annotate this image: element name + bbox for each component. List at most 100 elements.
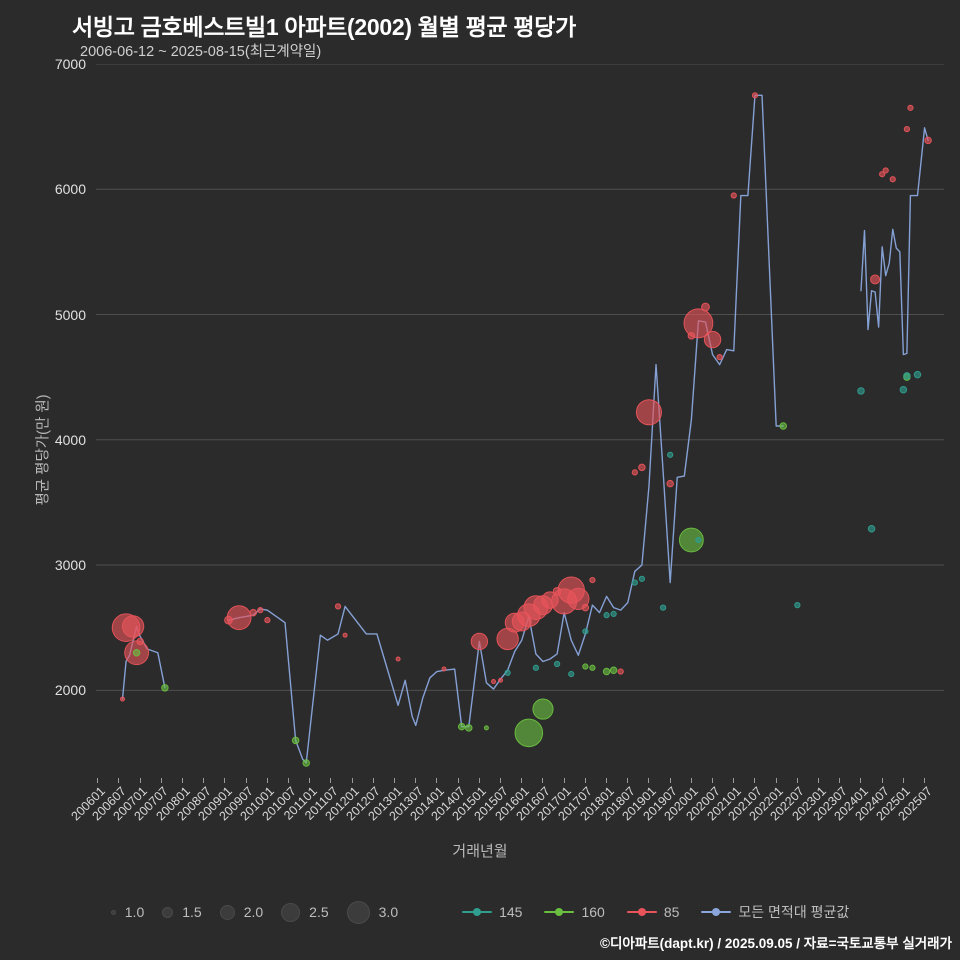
data-point bbox=[703, 330, 722, 349]
x-tick-mark bbox=[309, 778, 311, 783]
x-tick-mark bbox=[860, 778, 862, 783]
x-tick-mark bbox=[563, 778, 565, 783]
x-axis: 거래년월 200601 200607 200701 200707 200801 20080… bbox=[0, 778, 960, 888]
data-point bbox=[302, 759, 310, 767]
series-legend-item-145[interactable]: 145 bbox=[462, 904, 522, 920]
x-tick-mark bbox=[712, 778, 714, 783]
data-point bbox=[867, 524, 876, 533]
data-point bbox=[514, 718, 544, 748]
data-point bbox=[638, 463, 646, 472]
chart-legend: 1.0 1.5 2.0 2.5 3.0 145 160 85 모든 면적대 평균값 bbox=[0, 893, 960, 931]
series-legend-item-모든 면적대 평균값[interactable]: 모든 면적대 평균값 bbox=[701, 902, 849, 922]
size-legend-item: 2.0 bbox=[219, 904, 264, 920]
x-tick-mark bbox=[839, 778, 841, 783]
data-point bbox=[532, 664, 540, 671]
data-point bbox=[779, 422, 787, 430]
x-tick-mark bbox=[394, 778, 396, 783]
x-tick-mark bbox=[690, 778, 692, 783]
data-point bbox=[882, 167, 889, 174]
series-legend-item-85[interactable]: 85 bbox=[626, 904, 679, 920]
footer-credit: ©디아파트(dapt.kr) / 2025.09.05 / 자료=국토교통부 실… bbox=[600, 936, 952, 951]
x-tick-mark bbox=[669, 778, 671, 783]
x-axis-title: 거래년월 bbox=[452, 843, 508, 860]
data-point bbox=[342, 632, 348, 638]
x-tick-mark bbox=[542, 778, 544, 783]
data-point bbox=[589, 576, 596, 584]
data-point bbox=[701, 302, 710, 312]
x-tick-mark bbox=[881, 778, 883, 783]
data-point bbox=[532, 698, 554, 720]
data-point bbox=[889, 176, 896, 183]
data-point bbox=[257, 607, 264, 614]
data-point bbox=[567, 587, 590, 611]
y-tick-label: 5000 bbox=[54, 306, 86, 323]
scatter-series-160 bbox=[132, 373, 911, 767]
size-legend-dot bbox=[346, 900, 370, 924]
x-tick-mark bbox=[372, 778, 374, 783]
size-legend-item: 1.0 bbox=[110, 904, 144, 920]
chart-canvas bbox=[96, 64, 944, 767]
data-point bbox=[589, 664, 596, 671]
data-point bbox=[730, 192, 737, 199]
y-tick-label: 7000 bbox=[54, 56, 86, 72]
y-axis: 2000 3000 4000 5000 6000 7000 bbox=[0, 0, 86, 960]
x-tick-mark bbox=[924, 778, 926, 783]
x-tick-mark bbox=[415, 778, 417, 783]
y-tick-label: 3000 bbox=[54, 557, 86, 574]
x-tick-mark bbox=[902, 778, 904, 783]
x-tick-mark bbox=[584, 778, 586, 783]
data-point bbox=[470, 632, 489, 651]
size-legend-label: 1.5 bbox=[182, 904, 202, 920]
data-point bbox=[683, 308, 714, 339]
data-point bbox=[659, 604, 667, 611]
data-point bbox=[751, 92, 759, 99]
x-tick-mark bbox=[182, 778, 184, 783]
x-tick-mark bbox=[288, 778, 290, 783]
size-legend-dot bbox=[219, 904, 235, 920]
data-point bbox=[903, 126, 911, 133]
data-point bbox=[879, 171, 886, 178]
x-tick-mark bbox=[139, 778, 141, 783]
data-point bbox=[667, 451, 674, 458]
size-legend-item: 2.5 bbox=[281, 902, 329, 922]
data-point bbox=[638, 575, 646, 582]
series-legend: 145 160 85 모든 면적대 평균값 bbox=[462, 902, 849, 922]
x-tick-mark bbox=[478, 778, 480, 783]
data-point bbox=[553, 660, 561, 668]
average-line bbox=[860, 127, 929, 356]
data-point bbox=[913, 370, 922, 379]
y-tick-label: 4000 bbox=[54, 431, 86, 448]
x-tick-mark bbox=[436, 778, 438, 783]
y-tick-label: 6000 bbox=[54, 181, 86, 198]
data-point bbox=[857, 387, 865, 395]
data-point bbox=[631, 469, 638, 476]
data-point bbox=[498, 677, 504, 683]
data-point bbox=[678, 527, 704, 553]
x-tick-mark bbox=[266, 778, 268, 783]
size-legend-label: 3.0 bbox=[378, 904, 399, 920]
data-point bbox=[695, 536, 702, 544]
data-point bbox=[907, 104, 914, 111]
data-point bbox=[132, 649, 141, 657]
series-legend-swatch bbox=[701, 906, 732, 918]
x-tick-mark bbox=[118, 778, 120, 783]
size-legend-label: 2.0 bbox=[243, 904, 264, 920]
data-point bbox=[264, 617, 271, 624]
y-axis-title: 평균 평당가(만 원) bbox=[35, 394, 52, 506]
data-point bbox=[504, 669, 511, 676]
data-point bbox=[716, 354, 723, 361]
data-point bbox=[136, 637, 144, 646]
series-legend-label: 모든 면적대 평균값 bbox=[738, 904, 850, 920]
x-tick-mark bbox=[818, 778, 820, 783]
data-point bbox=[631, 579, 638, 586]
series-legend-item-160[interactable]: 160 bbox=[544, 904, 605, 920]
size-legend-dot bbox=[162, 906, 174, 918]
data-point bbox=[635, 399, 663, 426]
data-point bbox=[465, 724, 473, 732]
data-point bbox=[483, 725, 489, 731]
data-point bbox=[582, 663, 589, 670]
data-point bbox=[609, 666, 618, 675]
x-tick-mark bbox=[224, 778, 226, 783]
size-legend-item: 3.0 bbox=[346, 900, 399, 924]
